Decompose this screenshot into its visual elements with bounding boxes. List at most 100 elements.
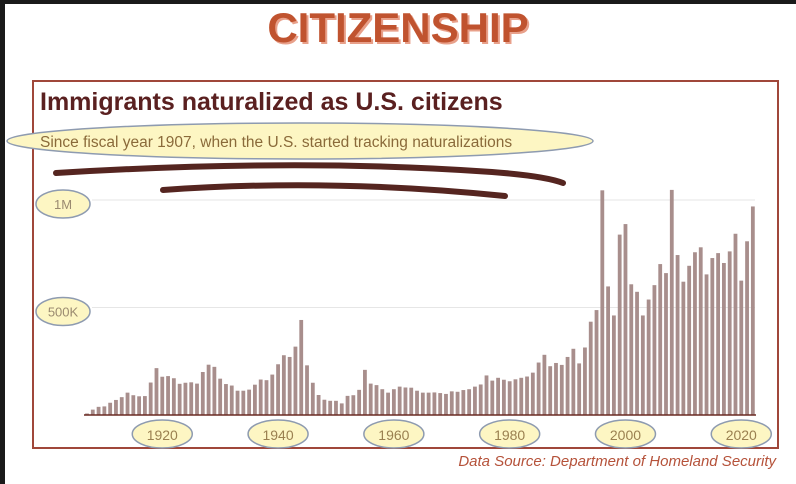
bar-2006	[658, 264, 663, 415]
bar-1944	[299, 319, 304, 415]
bar-1925	[189, 382, 194, 415]
bar-1963	[409, 387, 414, 415]
bar-2017	[722, 262, 726, 415]
bar-1999	[617, 234, 622, 415]
bar-1964	[415, 390, 419, 415]
bar-2001	[629, 284, 634, 415]
bar-1970	[449, 391, 454, 415]
bar-1991	[571, 348, 576, 415]
bar-1921	[166, 376, 170, 415]
bar-1967	[432, 392, 437, 415]
bar-1977	[490, 380, 495, 415]
bar-1934	[241, 390, 246, 415]
bar-1949	[328, 400, 333, 415]
bar-2010	[681, 281, 686, 415]
bar-1948	[322, 399, 327, 415]
bar-2013	[698, 247, 703, 415]
bar-1950	[334, 400, 338, 415]
bar-1956	[368, 383, 373, 415]
bar-2008	[669, 189, 674, 415]
bar-2016	[716, 253, 721, 415]
subtitle-highlight	[6, 122, 594, 160]
bar-1972	[461, 390, 466, 415]
bar-1968	[438, 393, 443, 415]
bar-2004	[646, 299, 651, 415]
bar-1939	[270, 374, 275, 415]
bar-1932	[229, 385, 234, 415]
bar-1982	[519, 377, 524, 415]
bar-1908	[90, 409, 95, 415]
x-tick-highlight	[131, 419, 194, 449]
bar-1979	[501, 379, 506, 415]
bar-1918	[148, 382, 153, 415]
bar-2007	[664, 273, 668, 415]
bar-1962	[403, 387, 408, 415]
bar-1924	[183, 382, 188, 415]
bar-1969	[444, 393, 448, 415]
bar-1987	[548, 366, 553, 415]
bar-2014	[704, 274, 709, 415]
bar-2018	[727, 251, 732, 415]
bar-1952	[345, 395, 350, 415]
bar-1955	[363, 369, 367, 415]
bar-1937	[258, 379, 263, 415]
bar-1985	[536, 362, 541, 415]
bar-1990	[565, 356, 570, 415]
bar-1975	[478, 384, 483, 415]
bar-1910	[102, 406, 107, 415]
bar-1931	[224, 384, 228, 415]
y-tick-highlight	[35, 296, 91, 327]
bar-1988	[554, 362, 558, 415]
bar-1954	[357, 389, 362, 415]
bar-1933	[235, 390, 240, 415]
bar-1976	[484, 375, 489, 415]
bar-1946	[310, 382, 315, 415]
bar-2012	[693, 252, 697, 415]
bar-1974	[473, 386, 477, 415]
bar-2011	[687, 265, 692, 415]
x-tick-label: 1940	[262, 427, 293, 443]
y-tick-label: 1M	[54, 197, 72, 212]
bar-1927	[200, 372, 205, 415]
bar-1929	[212, 366, 217, 415]
chart-subtitle: Since fiscal year 1907, when the U.S. st…	[40, 134, 512, 151]
bar-1940	[276, 364, 280, 415]
bar-1958	[380, 389, 385, 415]
x-tick-highlight	[478, 419, 541, 449]
bar-2002	[635, 291, 639, 415]
bar-1966	[426, 392, 431, 415]
bar-2019	[733, 233, 738, 415]
bar-1942	[287, 356, 292, 415]
bar-1993	[583, 347, 587, 415]
bar-1907	[85, 413, 89, 415]
bar-1943	[293, 346, 298, 415]
bar-1980	[507, 381, 512, 415]
x-tick-label: 1960	[378, 427, 409, 443]
bar-1961	[397, 386, 402, 415]
y-tick-label: 500K	[48, 305, 79, 320]
slide-title: CITIZENSHIP	[267, 4, 529, 51]
bar-1998	[611, 315, 616, 415]
x-tick-label: 2000	[610, 427, 641, 443]
bar-1951	[339, 403, 344, 415]
bar-2005	[652, 285, 657, 415]
scribble-mark	[53, 162, 566, 186]
bar-1994	[588, 321, 593, 415]
bar-1957	[374, 385, 379, 415]
x-tick-highlight	[247, 419, 309, 449]
bar-1930	[218, 378, 223, 415]
bar-1995	[594, 310, 599, 415]
scribble-mark	[160, 182, 508, 199]
bar-2003	[640, 315, 645, 415]
bar-1989	[559, 364, 564, 415]
bar-1917	[143, 396, 147, 415]
chart-frame	[32, 80, 779, 449]
bar-2015	[710, 258, 715, 415]
x-tick-highlight	[363, 419, 425, 449]
bar-1922	[171, 378, 176, 415]
bar-1911	[108, 402, 113, 415]
bar-1920	[160, 376, 165, 415]
bar-1953	[351, 395, 356, 415]
